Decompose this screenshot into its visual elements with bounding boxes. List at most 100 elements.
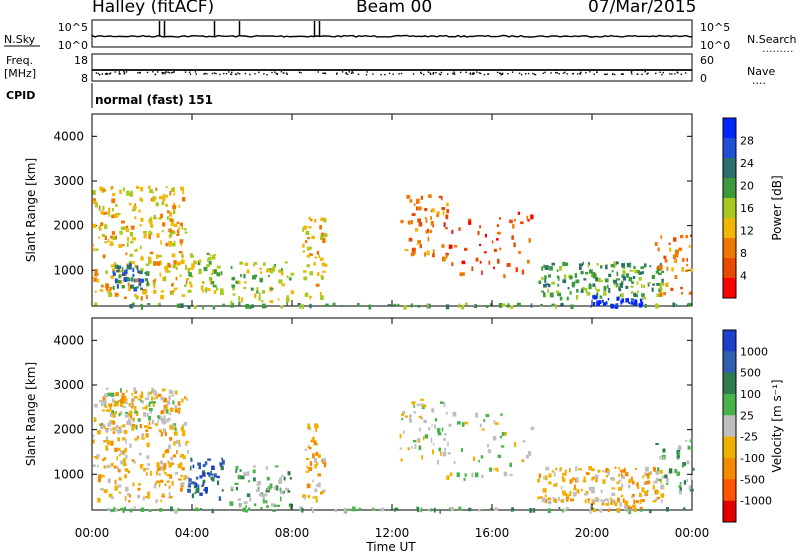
velocity-data-cell [103, 440, 107, 443]
power-data-cell [681, 267, 684, 272]
velocity-data-cell [566, 496, 569, 502]
velocity-data-cell [230, 487, 234, 490]
power-data-cell [112, 208, 114, 212]
velocity-data-cell [103, 426, 106, 430]
velocity-data-cell [643, 481, 647, 486]
velocity-data-cell [152, 403, 155, 407]
velocity-data-cell [578, 468, 582, 471]
velocity-data-cell [92, 439, 95, 444]
power-data-cell [622, 270, 626, 274]
power-data-cell [244, 281, 247, 284]
power-data-cell [238, 280, 241, 285]
velocity-data-cell [168, 412, 172, 416]
velocity-data-cell [279, 496, 282, 502]
power-data-cell [299, 305, 301, 309]
velocity-data-cell [125, 401, 128, 405]
velocity-data-cell [119, 402, 124, 407]
velocity-data-cell [103, 489, 108, 494]
velocity-data-cell [168, 444, 171, 449]
velocity-data-cell [421, 455, 424, 460]
velocity-data-cell [128, 500, 131, 503]
velocity-data-cell [628, 509, 631, 515]
power-data-cell [152, 198, 156, 202]
velocity-data-cell [689, 488, 694, 492]
velocity-data-cell [404, 415, 408, 418]
velocity-data-cell [124, 398, 128, 401]
power-data-cell [555, 304, 557, 309]
power-data-cell [557, 292, 562, 297]
sky-left-label: N.Sky [4, 33, 36, 46]
nave-dot [606, 73, 608, 75]
power-data-cell [582, 286, 585, 289]
power-data-cell [498, 303, 503, 308]
velocity-data-cell [639, 507, 643, 512]
power-data-cell [286, 301, 288, 306]
velocity-data-cell [149, 401, 153, 404]
velocity-data-cell [655, 471, 660, 475]
velocity-data-cell [585, 491, 589, 495]
velocity-data-cell [575, 477, 579, 482]
velocity-data-cell [619, 502, 622, 507]
power-data-cell [286, 275, 289, 279]
velocity-data-cell [571, 477, 574, 482]
nave-dot [498, 72, 501, 74]
power-data-cell [211, 281, 215, 285]
nave-dot [671, 73, 673, 75]
velocity-data-cell [148, 421, 151, 426]
nave-dot [487, 73, 489, 75]
power-data-cell [154, 196, 157, 200]
nave-dot [453, 71, 455, 73]
velocity-data-cell [131, 393, 134, 396]
power-data-cell [497, 231, 501, 235]
power-data-cell [146, 294, 148, 300]
velocity-data-cell [514, 442, 517, 448]
velocity-data-cell [174, 409, 179, 413]
power-data-cell [129, 304, 134, 309]
power-colorbar-swatch [723, 118, 736, 139]
power-data-cell [461, 304, 465, 310]
velocity-data-cell [118, 453, 121, 457]
power-data-cell [176, 229, 180, 234]
power-data-cell [616, 278, 620, 281]
velocity-data-cell [142, 407, 147, 410]
power-data-cell [565, 262, 569, 266]
power-data-cell [239, 261, 243, 265]
velocity-data-cell [210, 473, 214, 476]
sky-right-dots: ......... [762, 42, 793, 55]
velocity-data-cell [668, 468, 673, 474]
velocity-data-cell [317, 424, 319, 429]
power-data-cell [582, 261, 584, 265]
power-data-cell [272, 266, 276, 272]
nave-dot [275, 72, 277, 75]
velocity-data-cell [134, 406, 137, 411]
power-data-cell [430, 221, 434, 226]
power-y-tick-label: 3000 [53, 174, 84, 188]
velocity-data-cell [690, 475, 693, 480]
velocity-data-cell [619, 469, 623, 473]
velocity-y-tick-label: 2000 [53, 423, 84, 437]
velocity-data-cell [409, 418, 412, 423]
velocity-data-cell [562, 509, 564, 513]
nave-dot [438, 73, 441, 75]
power-data-cell [400, 219, 404, 224]
power-data-cell [590, 273, 594, 278]
power-data-cell [686, 263, 689, 267]
nave-dot [317, 71, 319, 73]
velocity-data-cell [112, 398, 115, 403]
velocity-data-cell [245, 504, 247, 508]
sky-right-tick: 10^5 [700, 21, 730, 34]
velocity-data-cell [206, 472, 210, 475]
power-colorbar-tick: 24 [740, 157, 754, 170]
power-data-cell [319, 257, 324, 261]
power-data-cell [587, 264, 589, 268]
power-data-cell [173, 187, 175, 191]
power-data-cell [599, 265, 603, 269]
velocity-data-cell [124, 496, 127, 501]
velocity-data-cell [115, 427, 117, 432]
power-data-cell [213, 290, 217, 294]
velocity-data-cell [145, 429, 149, 432]
velocity-data-cell [315, 484, 320, 487]
power-data-cell [471, 266, 474, 272]
velocity-data-cell [314, 464, 317, 469]
power-data-cell [320, 217, 325, 222]
